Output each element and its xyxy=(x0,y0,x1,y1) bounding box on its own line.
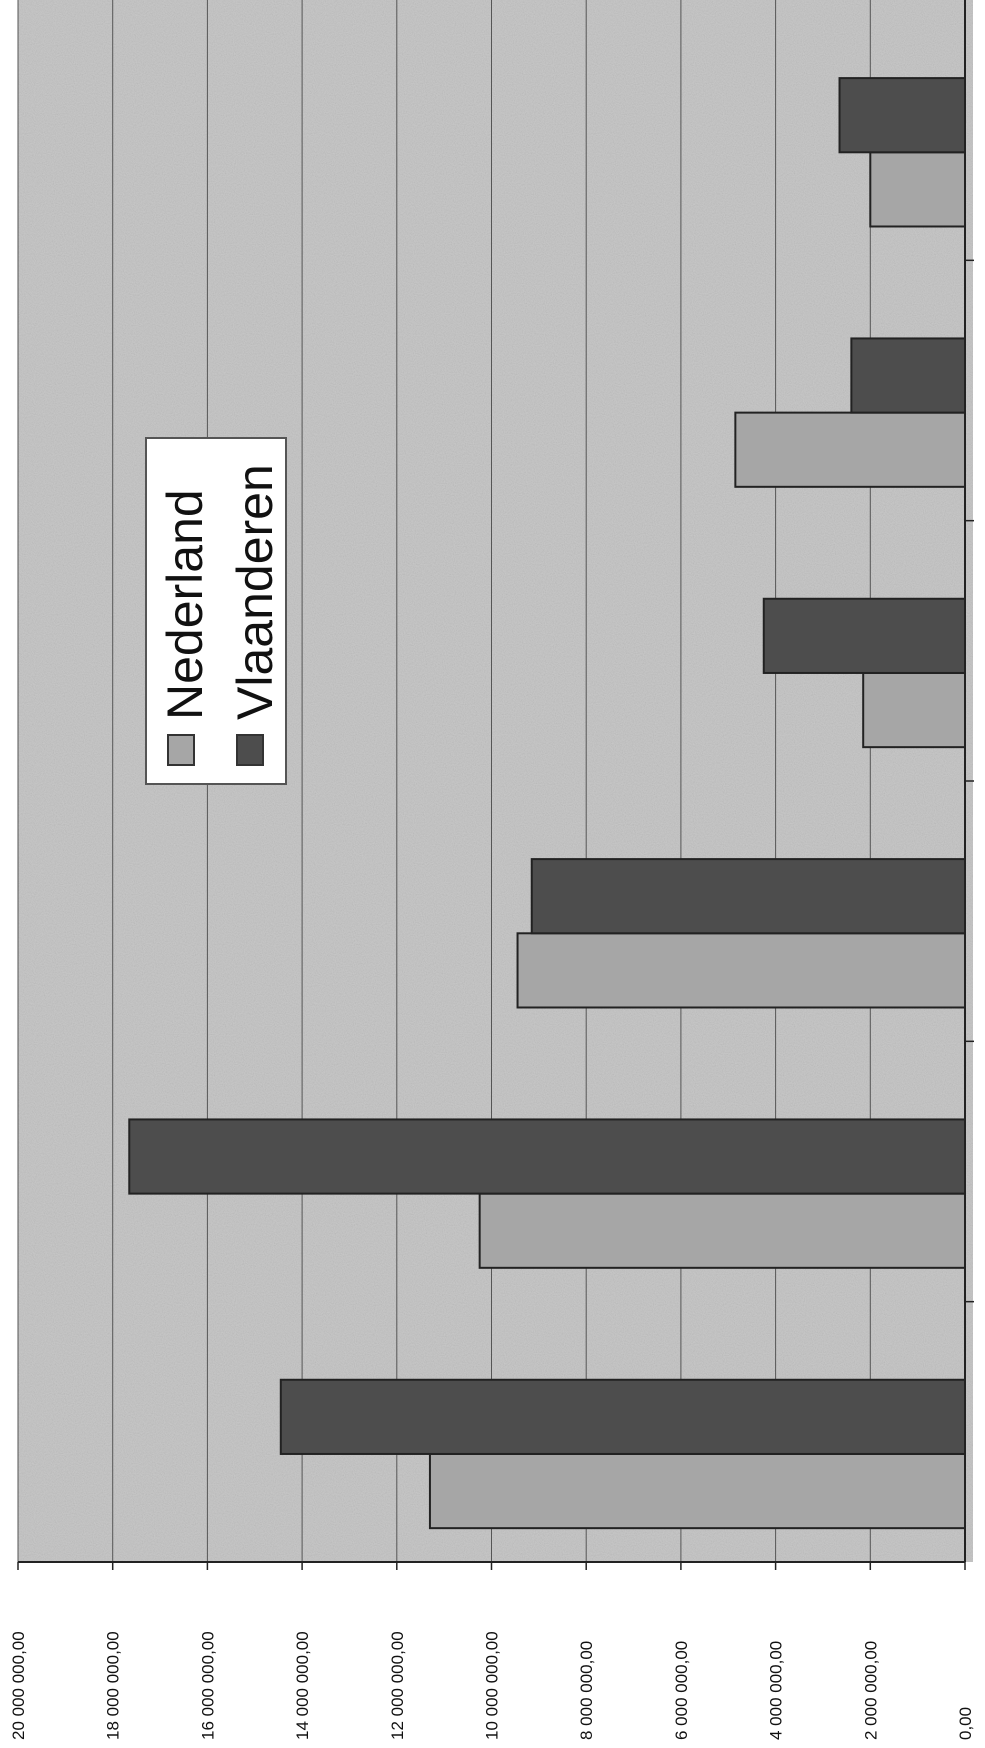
value-tick-label: 8 000 000,00 xyxy=(577,1641,596,1740)
legend-box xyxy=(145,437,287,785)
bar-vlaanderen-6 xyxy=(838,77,967,154)
legend-swatch-vlaanderen xyxy=(236,734,264,766)
bar-vlaanderen-1 xyxy=(279,1378,967,1455)
legend: Nederland Vlaanderen xyxy=(145,437,287,785)
value-tick-label: 14 000 000,00 xyxy=(293,1631,312,1740)
bar-vlaanderen-3 xyxy=(530,858,966,935)
bar-nederland-4 xyxy=(862,671,967,749)
value-tick-label: 2 000 000,00 xyxy=(861,1641,880,1740)
value-tick-label: 18 000 000,00 xyxy=(104,1631,123,1740)
value-tick-label: 16 000 000,00 xyxy=(198,1631,217,1740)
bar-nederland-2 xyxy=(478,1192,966,1269)
value-tick-label: 10 000 000,00 xyxy=(483,1631,502,1740)
value-tick-label: 0,00 xyxy=(956,1707,975,1740)
bar-nederland-6 xyxy=(869,151,966,228)
gridlines xyxy=(17,0,966,1562)
value-tick-label: 12 000 000,00 xyxy=(388,1631,407,1740)
bar-nederland-5 xyxy=(734,411,966,488)
value-tick-label: 6 000 000,00 xyxy=(672,1641,691,1740)
bar-vlaanderen-4 xyxy=(762,597,967,674)
bar-vlaanderen-2 xyxy=(128,1118,966,1195)
value-tick-label: 4 000 000,00 xyxy=(767,1641,786,1740)
bar-vlaanderen-5 xyxy=(850,337,966,414)
bar-nederland-1 xyxy=(428,1452,966,1530)
legend-label-nederland: Nederland xyxy=(157,489,213,720)
legend-label-vlaanderen: Vlaanderen xyxy=(227,464,283,720)
value-axis: 0,00 2 000 000,00 4 000 000,00 6 000 000,00… xyxy=(9,0,975,1740)
bar-nederland-3 xyxy=(516,932,966,1009)
bars xyxy=(128,77,967,1530)
value-tick-label: 20 000 000,00 xyxy=(9,1631,28,1740)
legend-swatch-nederland xyxy=(167,734,195,766)
